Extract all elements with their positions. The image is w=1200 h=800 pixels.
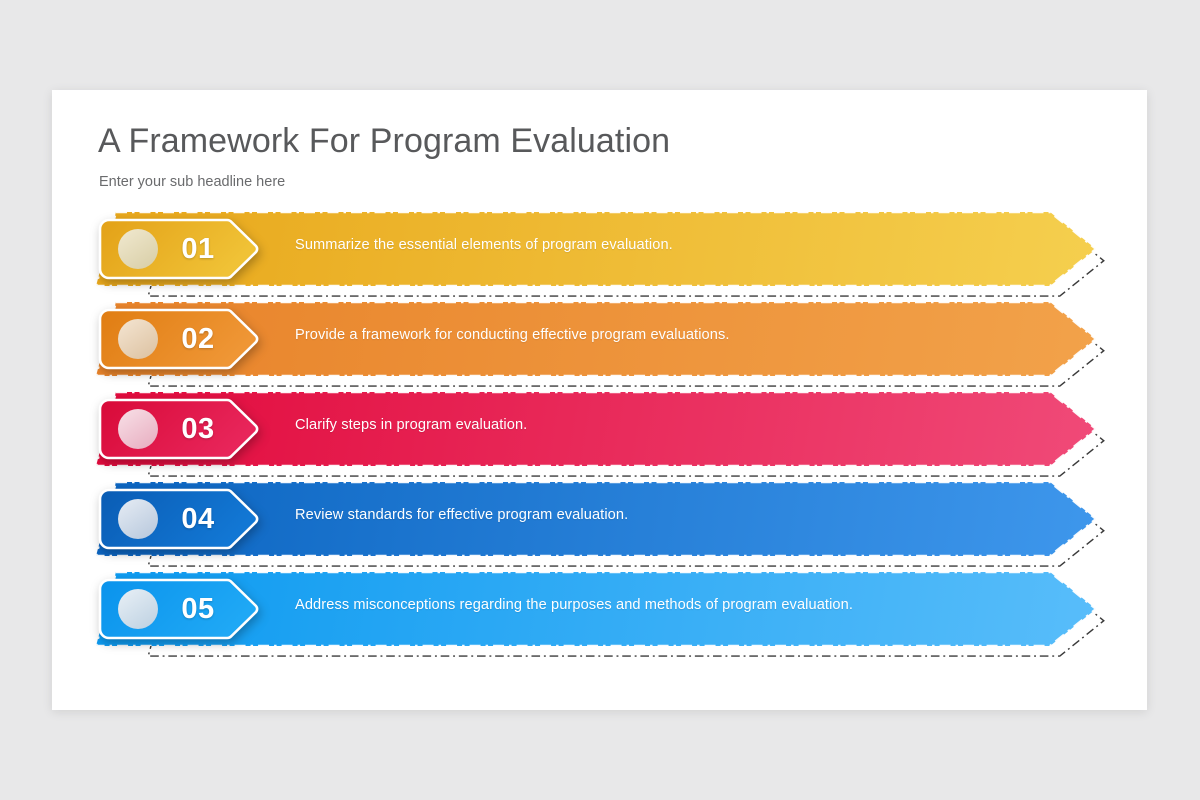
badge-bullet-circle xyxy=(118,499,158,539)
arrow-number-badge[interactable]: 02 xyxy=(98,308,259,370)
arrow-description: Clarify steps in program evaluation. xyxy=(295,417,528,433)
process-arrow-row[interactable]: Provide a framework for conducting effec… xyxy=(52,298,1147,388)
process-arrow-row[interactable]: Address misconceptions regarding the pur… xyxy=(52,568,1147,658)
arrow-number-badge[interactable]: 03 xyxy=(98,398,259,460)
slide-card: A Framework For Program Evaluation Enter… xyxy=(52,90,1147,710)
process-arrow-row[interactable]: Review standards for effective program e… xyxy=(52,478,1147,568)
arrow-description: Provide a framework for conducting effec… xyxy=(295,327,730,343)
page-title: A Framework For Program Evaluation xyxy=(98,122,671,160)
arrow-description: Address misconceptions regarding the pur… xyxy=(295,597,854,613)
process-arrow-row[interactable]: Clarify steps in program evaluation. xyxy=(52,388,1147,478)
arrow-number-badge[interactable]: 05 xyxy=(98,578,259,640)
arrow-description: Review standards for effective program e… xyxy=(295,507,629,523)
page-subtitle: Enter your sub headline here xyxy=(99,174,286,190)
arrow-description: Summarize the essential elements of prog… xyxy=(295,237,673,253)
badge-bullet-circle xyxy=(118,229,158,269)
badge-number-label: 03 xyxy=(181,412,215,445)
arrow-number-badge[interactable]: 01 xyxy=(98,218,259,280)
badge-bullet-circle xyxy=(118,319,158,359)
badge-bullet-circle xyxy=(118,409,158,449)
badge-number-label: 02 xyxy=(181,322,215,355)
process-arrow-list: Summarize the essential elements of prog… xyxy=(52,208,1147,658)
badge-number-label: 01 xyxy=(181,232,215,265)
badge-bullet-circle xyxy=(118,589,158,629)
process-arrow-row[interactable]: Summarize the essential elements of prog… xyxy=(52,208,1147,298)
badge-number-label: 04 xyxy=(181,502,215,535)
badge-number-label: 05 xyxy=(181,592,215,625)
arrow-number-badge[interactable]: 04 xyxy=(98,488,259,550)
